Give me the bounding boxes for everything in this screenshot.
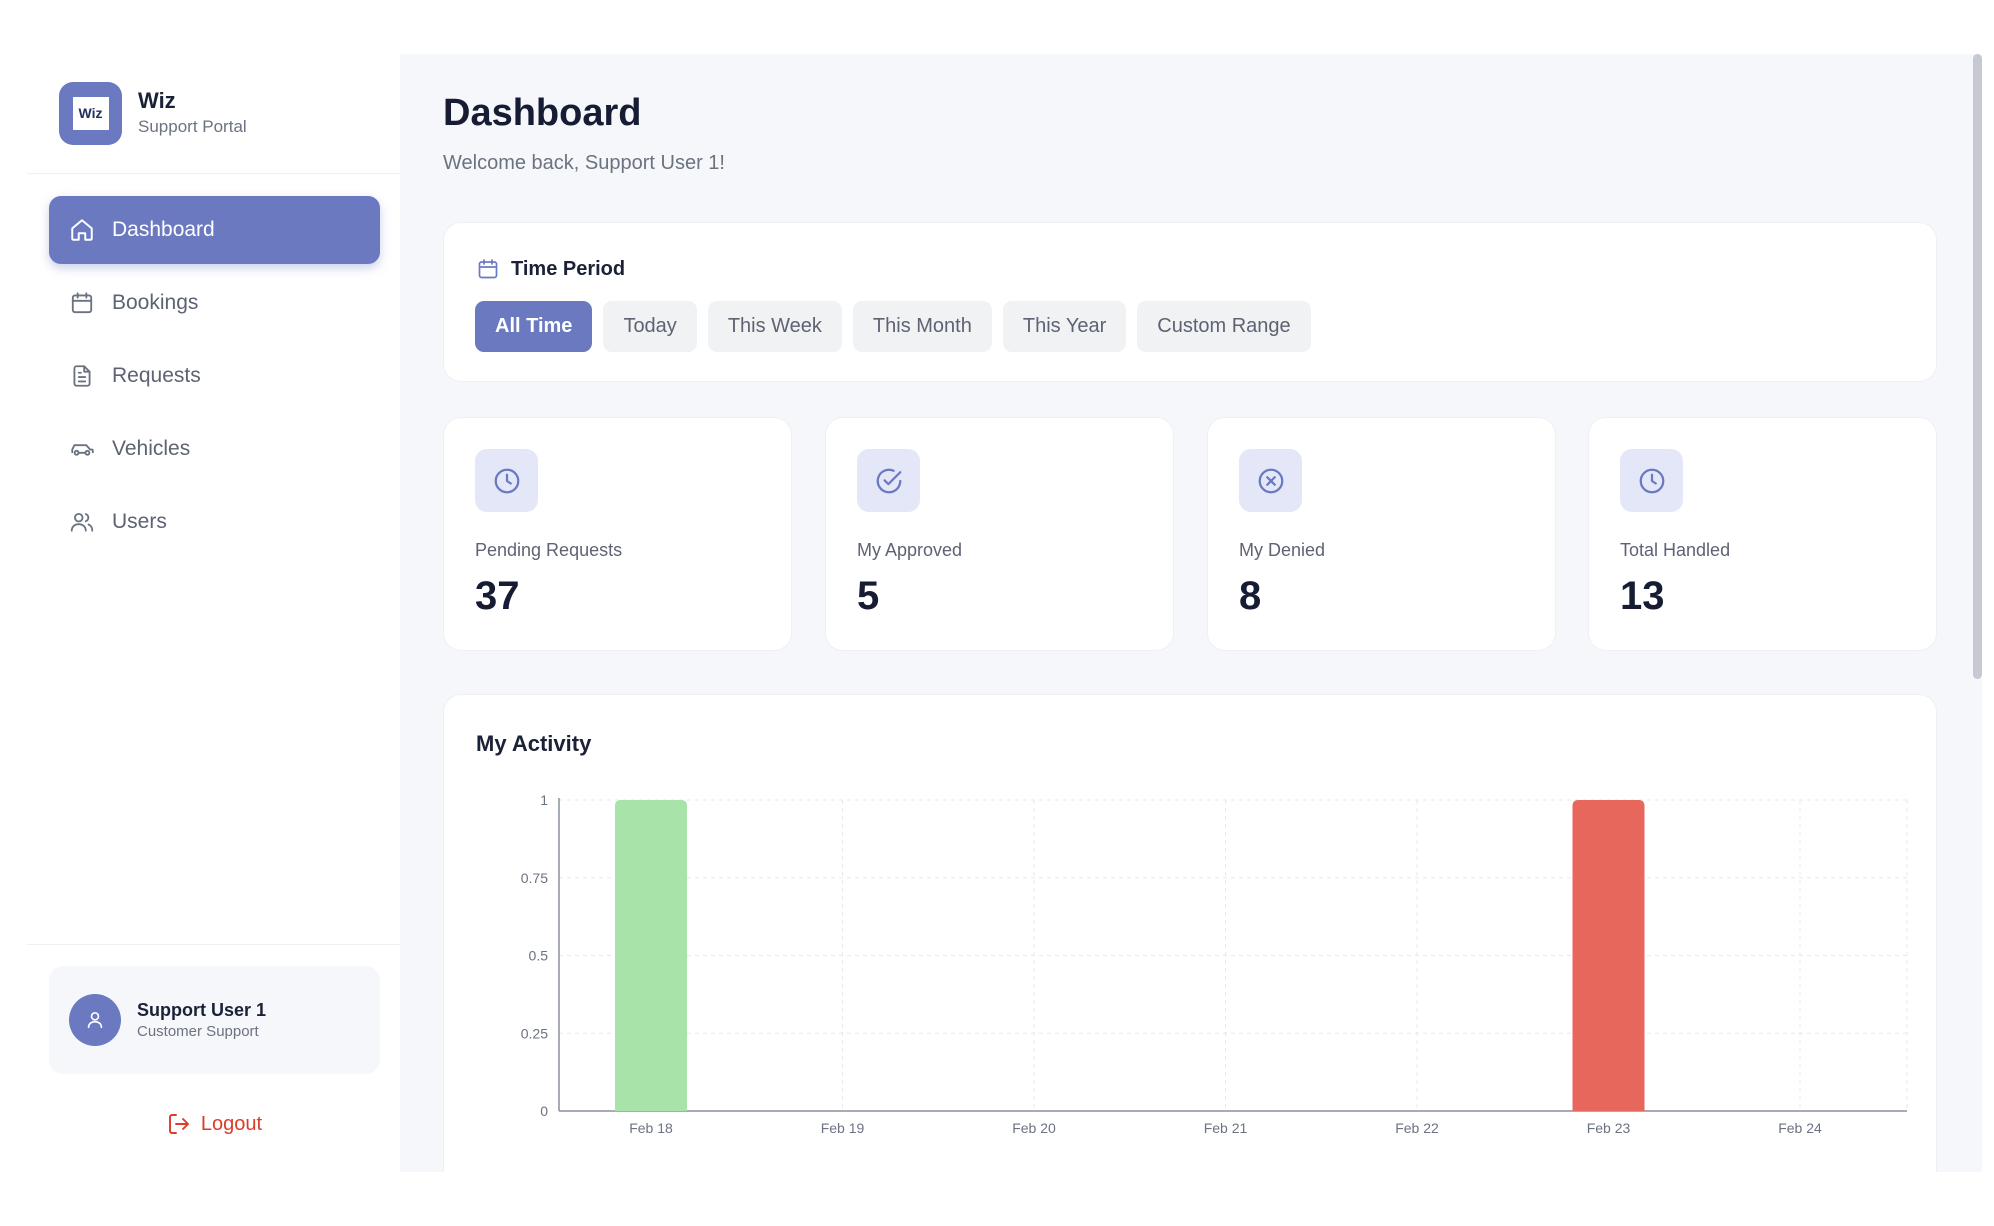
x-tick-label: Feb 21 [1204,1120,1248,1136]
logout-button[interactable]: Logout [49,1104,380,1144]
user-name: Support User 1 [137,1000,267,1020]
user-role: Customer Support [137,1023,259,1040]
avatar [69,994,121,1046]
sidebar-item-label: Dashboard [112,218,215,241]
sidebar-item-dashboard[interactable]: Dashboard [49,196,380,264]
x-tick-label: Feb 18 [629,1120,673,1136]
stat-value: 37 [475,574,520,618]
stat-label: Total Handled [1620,540,1731,560]
page-title: Dashboard [443,92,642,134]
sidebar-item-label: Requests [112,364,201,387]
chart-bar[interactable] [615,800,687,1111]
stat-label: Pending Requests [475,540,623,560]
period-option-today[interactable]: Today [603,301,697,352]
chart-title: My Activity [476,731,592,756]
brand-title: Wiz [138,88,176,113]
period-option-this-year[interactable]: This Year [1002,301,1127,352]
stat-card-my-approved: My Approved 5 [825,417,1174,651]
sidebar-item-label: Vehicles [112,437,191,460]
stat-label: My Denied [1239,540,1326,560]
clock-icon [475,449,538,512]
car-icon [69,436,95,462]
y-tick-label: 0.25 [521,1025,548,1041]
time-period-title: Time Period [511,257,626,280]
brand-logo: Wiz [59,81,122,145]
stat-card-my-denied: My Denied 8 [1207,417,1556,651]
x-tick-label: Feb 23 [1587,1120,1631,1136]
time-period-options: All Time Today This Week This Month This… [475,301,1322,352]
sidebar-nav: Dashboard Bookings Requests Vehicles [49,196,380,561]
stat-card-total-handled: Total Handled 13 [1588,417,1937,651]
stat-label: My Approved [857,540,963,560]
calendar-icon [476,257,500,281]
period-option-all-time[interactable]: All Time [475,301,593,352]
brand-logo-mark: Wiz [72,96,109,130]
y-tick-label: 0.5 [529,948,549,964]
sidebar-divider-bottom [27,944,400,945]
logout-icon [167,1112,191,1136]
scrollbar[interactable] [1973,54,1982,679]
logout-label: Logout [200,1112,263,1135]
x-tick-label: Feb 24 [1778,1120,1822,1136]
y-tick-label: 1 [540,792,548,808]
x-tick-label: Feb 19 [821,1120,865,1136]
calendar-icon [69,290,95,316]
stat-value: 13 [1620,574,1665,618]
x-tick-label: Feb 20 [1012,1120,1056,1136]
document-icon [69,363,95,389]
users-icon [69,509,95,535]
check-circle-icon [857,449,920,512]
period-option-this-week[interactable]: This Week [707,301,842,352]
sidebar-item-bookings[interactable]: Bookings [49,269,380,337]
brand-subtitle: Support Portal [138,117,247,136]
sidebar-item-users[interactable]: Users [49,488,380,556]
activity-chart-card: My Activity 0 0.25 0.5 0.75 1 Feb 18 Feb 19 Feb… [443,694,1937,1172]
y-tick-label: 0.75 [521,870,548,886]
stat-value: 8 [1239,574,1262,618]
period-option-this-month[interactable]: This Month [852,301,992,352]
activity-bar-chart: 0 0.25 0.5 0.75 1 Feb 18 Feb 19 Feb 20 Feb 21 Feb… [521,792,1908,1136]
y-tick-label: 0 [540,1103,548,1119]
stat-card-pending-requests: Pending Requests 37 [443,417,792,651]
sidebar-item-label: Users [112,510,167,533]
chart-bar[interactable] [1572,800,1645,1111]
user-icon [87,1012,103,1029]
sidebar-item-label: Bookings [112,291,199,314]
home-icon [69,217,95,243]
x-tick-label: Feb 22 [1395,1120,1439,1136]
sidebar: Wiz Wiz Support Portal Dashboard Booking… [27,54,400,1172]
brand: Wiz Wiz Support Portal [59,81,247,145]
main-content: Dashboard Welcome back, Support User 1! … [400,54,1982,1172]
sidebar-item-vehicles[interactable]: Vehicles [49,415,380,483]
sidebar-divider-top [27,173,400,174]
user-profile-card[interactable]: Support User 1 Customer Support [49,966,380,1074]
period-option-custom-range[interactable]: Custom Range [1137,301,1311,352]
sidebar-item-requests[interactable]: Requests [49,342,380,410]
page-subtitle: Welcome back, Support User 1! [443,152,725,174]
clock-icon [1620,449,1683,512]
x-circle-icon [1239,449,1302,512]
time-period-card: Time Period All Time Today This Week Thi… [443,222,1937,382]
stat-value: 5 [857,574,880,618]
